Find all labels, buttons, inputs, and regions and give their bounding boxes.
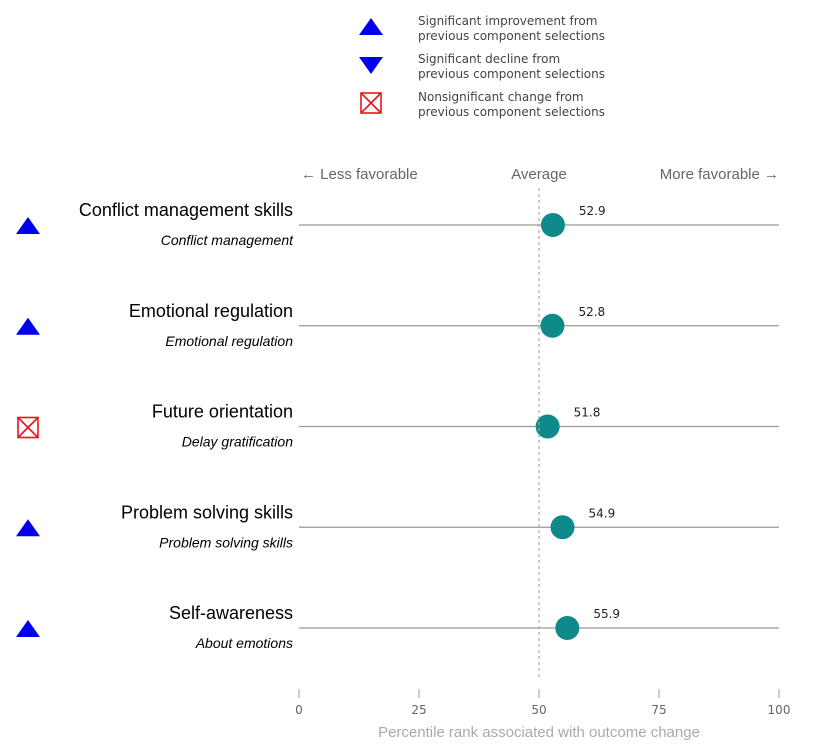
x-axis: 0 25 50 75 100 (295, 188, 790, 717)
chart-header: ← Less favorable Average More favorable … (301, 166, 779, 183)
chart-rows: Conflict management skills Conflict manag… (16, 200, 779, 651)
legend-label-line2: previous component selections (418, 105, 605, 119)
row-subtitle: About emotions (195, 635, 293, 651)
nonsignificant-icon (17, 416, 39, 439)
legend-nonsignificant-icon (360, 92, 382, 114)
legend-label-line1: Significant decline from (418, 52, 560, 66)
row-subtitle: Problem solving skills (159, 534, 293, 550)
legend-label-line2: previous component selections (418, 67, 605, 81)
legend-label-line1: Significant improvement from (418, 14, 597, 28)
x-tick-label: 25 (411, 703, 426, 717)
data-label: 55.9 (593, 607, 620, 621)
improvement-icon (16, 217, 40, 234)
x-tick-label: 75 (651, 703, 666, 717)
chart-row: Self-awareness About emotions 55.9 (16, 603, 779, 651)
row-subtitle: Delay gratification (182, 434, 293, 450)
row-title: Conflict management skills (79, 200, 293, 220)
legend-label-line2: previous component selections (418, 29, 605, 43)
row-title: Emotional regulation (129, 301, 293, 321)
row-subtitle: Conflict management (161, 232, 294, 248)
row-title: Problem solving skills (121, 502, 293, 522)
data-point (540, 313, 565, 338)
chart-row: Conflict management skills Conflict manag… (16, 200, 779, 248)
row-subtitle: Emotional regulation (165, 333, 293, 349)
chart-row: Emotional regulation Emotional regulation… (16, 301, 779, 349)
data-label: 51.8 (574, 406, 601, 420)
improvement-icon (16, 620, 40, 637)
data-label: 52.8 (578, 305, 605, 319)
chart-row: Problem solving skills Problem solving sk… (16, 502, 779, 550)
data-label: 52.9 (579, 204, 606, 218)
data-point (540, 213, 565, 237)
row-title: Future orientation (152, 402, 293, 422)
row-title: Self-awareness (169, 603, 293, 623)
improvement-icon (16, 317, 40, 335)
legend-improvement-icon (359, 18, 383, 35)
header-average: Average (511, 166, 567, 183)
chart-row: Future orientation Delay gratification 51.… (17, 402, 779, 450)
x-tick-label: 100 (768, 703, 791, 717)
x-axis-label: Percentile rank associated with outcome … (378, 724, 700, 741)
data-label: 54.9 (589, 506, 616, 520)
legend-decline-icon (359, 57, 383, 74)
x-tick-label: 50 (531, 703, 546, 717)
header-less-favorable: ← Less favorable (301, 166, 418, 183)
legend-label-line1: Nonsignificant change from (418, 90, 584, 104)
data-point (535, 414, 560, 439)
header-more-favorable: More favorable → (660, 166, 779, 183)
x-tick-label: 0 (295, 703, 303, 717)
data-point (555, 616, 580, 640)
data-point (550, 515, 575, 540)
improvement-icon (16, 519, 40, 537)
